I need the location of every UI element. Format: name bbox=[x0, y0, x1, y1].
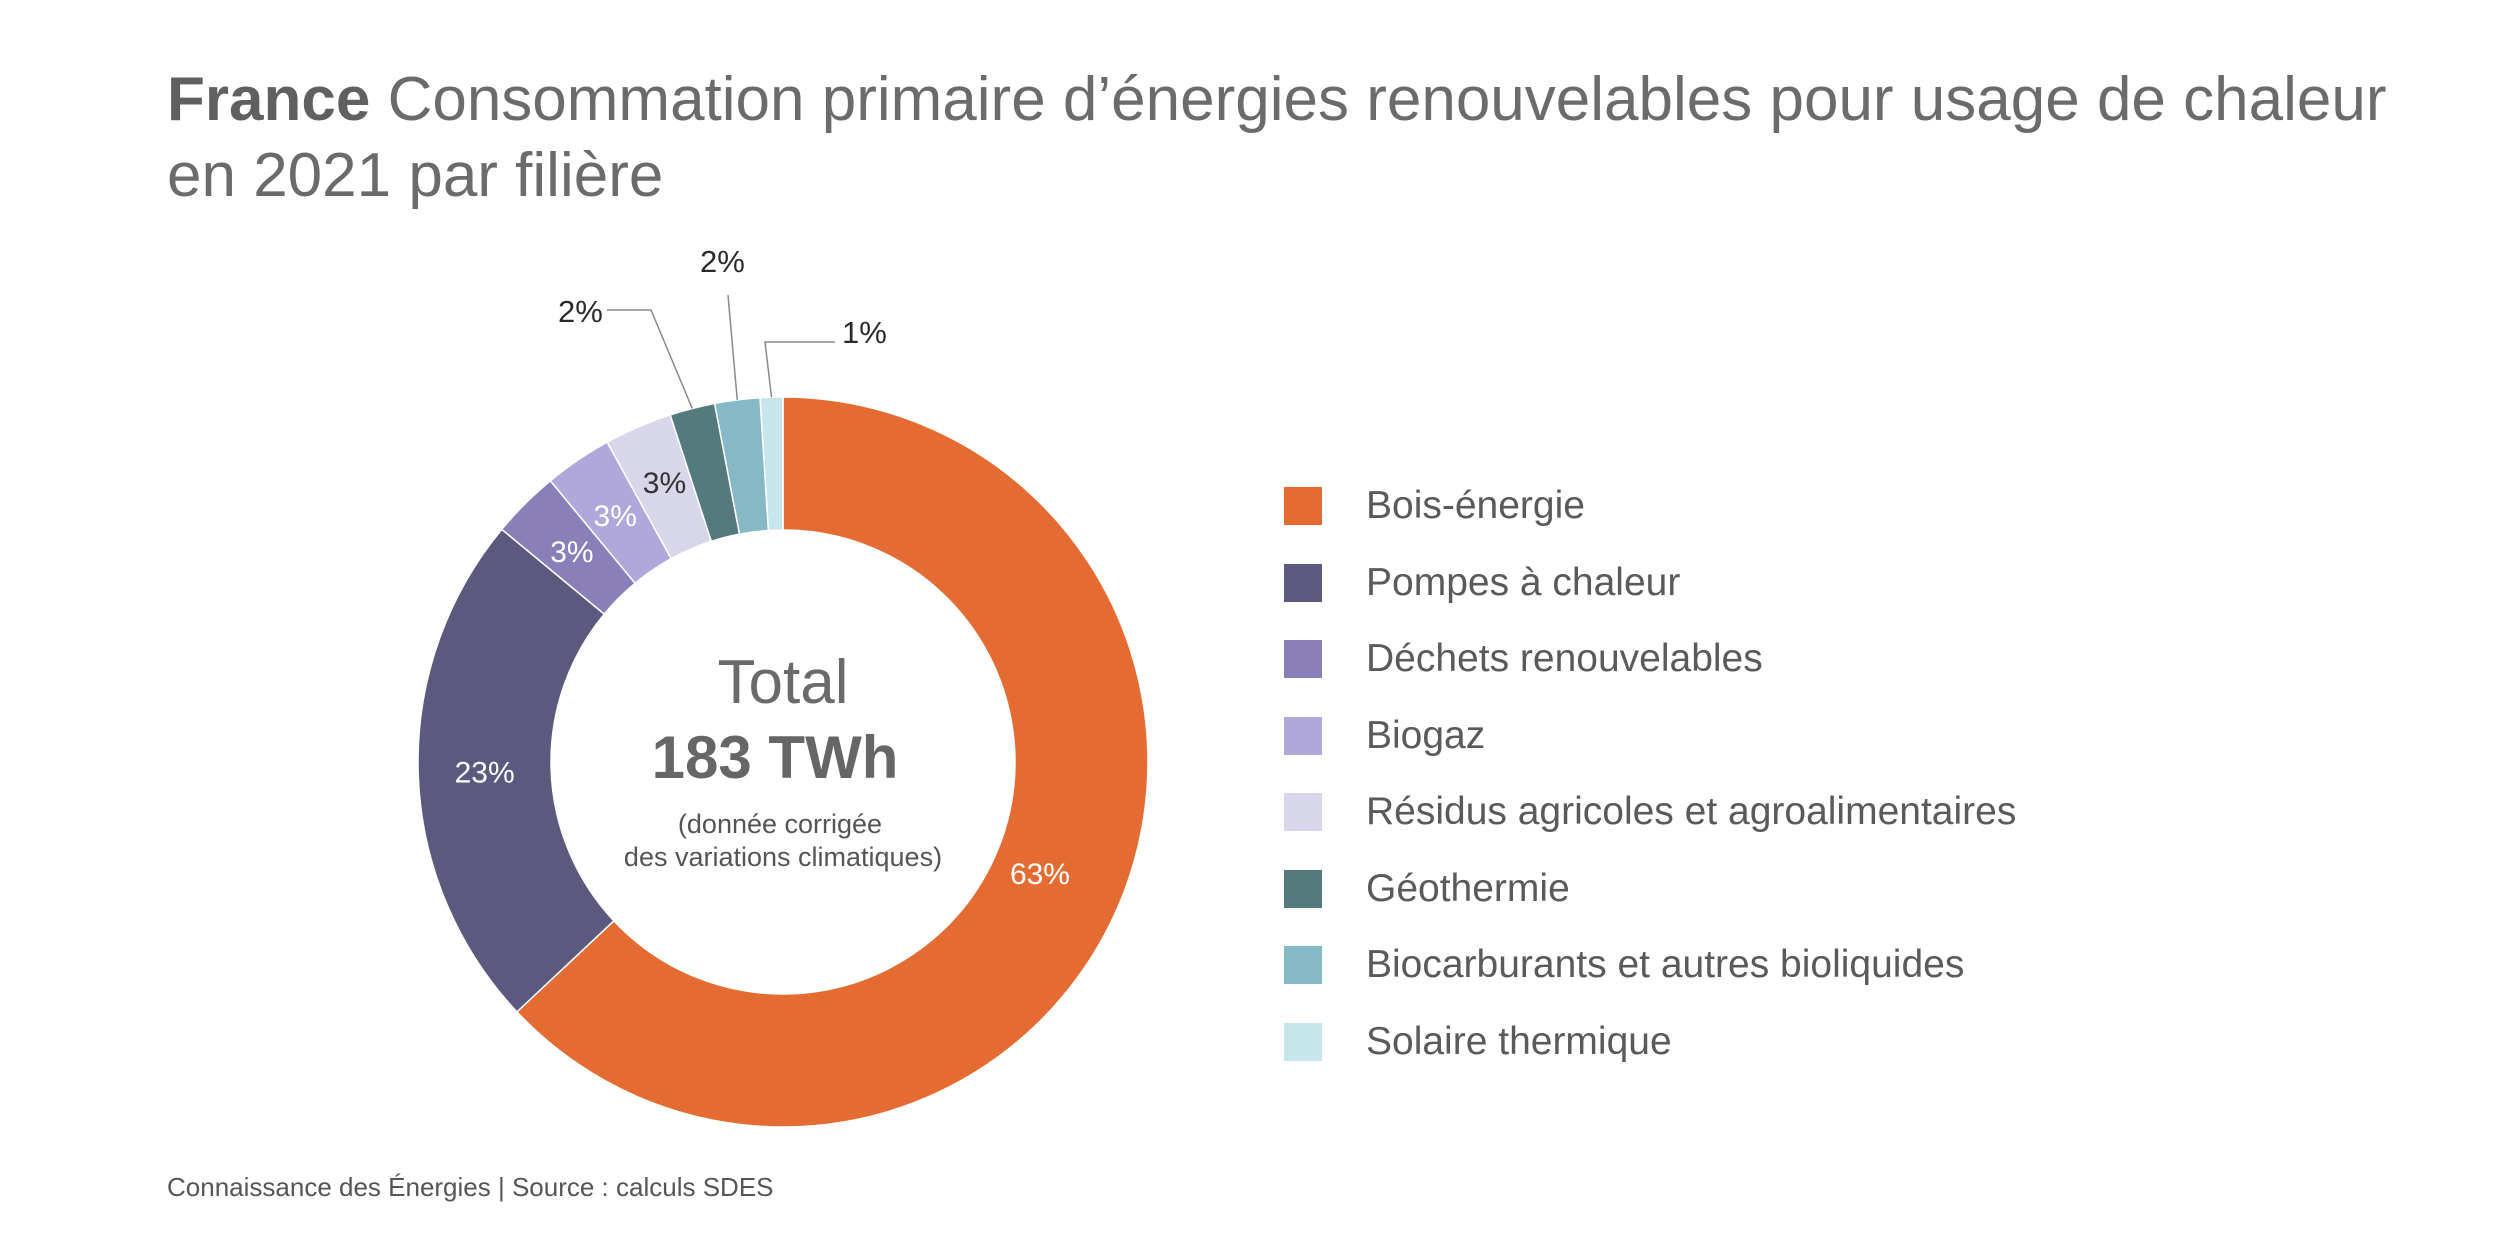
legend-swatch bbox=[1284, 487, 1322, 526]
legend-swatch bbox=[1284, 793, 1322, 832]
slice-label-bois-energie: 63% bbox=[1010, 858, 1070, 891]
slice-label-biocarburants-et-autres-bioliquides: 2% bbox=[700, 244, 745, 279]
legend-label: Géothermie bbox=[1366, 866, 1570, 910]
legend-item-dechets-renouvelables: Déchets renouvelables bbox=[1284, 621, 2016, 698]
legend-item-bois-energie: Bois-énergie bbox=[1284, 468, 2016, 545]
leader-line-geothermie bbox=[607, 309, 693, 409]
legend-label: Bois-énergie bbox=[1366, 484, 1585, 528]
legend-swatch bbox=[1284, 869, 1322, 908]
legend-label: Solaire thermique bbox=[1366, 1019, 1672, 1063]
legend-item-geothermie: Géothermie bbox=[1284, 851, 2016, 928]
slice-label-geothermie: 2% bbox=[558, 294, 603, 329]
center-total-label: Total bbox=[718, 648, 849, 717]
leader-line-biocarburants-et-autres-bioliquides bbox=[727, 294, 739, 400]
center-total-value: 183 TWh bbox=[652, 724, 899, 791]
donut-chart: 63%23%3%3%3%2%2%1% Total 183 TWh (donnée… bbox=[417, 244, 1149, 1128]
slice-pompes-a-chaleur bbox=[417, 528, 615, 1013]
legend-swatch bbox=[1284, 640, 1322, 679]
slice-solaire-thermique bbox=[759, 396, 784, 532]
legend-swatch bbox=[1284, 716, 1322, 755]
leader-line-solaire-thermique bbox=[764, 341, 835, 398]
legend-swatch bbox=[1284, 946, 1322, 985]
legend-item-biogaz: Biogaz bbox=[1284, 698, 2016, 775]
legend-item-pompes-a-chaleur: Pompes à chaleur bbox=[1284, 545, 2016, 622]
legend-item-residus-agricoles-et-agroalimentaires: Résidus agricoles et agroalimentaires bbox=[1284, 774, 2016, 851]
legend-label: Pompes à chaleur bbox=[1366, 560, 1681, 604]
legend-label: Déchets renouvelables bbox=[1366, 637, 1763, 681]
center-note-line1: (donnée corrigée bbox=[678, 809, 882, 839]
legend-swatch bbox=[1284, 1022, 1322, 1061]
slice-label-biogaz: 3% bbox=[594, 500, 637, 533]
legend-item-biocarburants-et-autres-bioliquides: Biocarburants et autres bioliquides bbox=[1284, 927, 2016, 1004]
legend-swatch bbox=[1284, 563, 1322, 602]
slice-label-residus-agricoles-et-agroalimentaires: 3% bbox=[643, 467, 686, 500]
chart-title: France Consommation primaire d’énergies … bbox=[167, 62, 2467, 214]
legend-item-solaire-thermique: Solaire thermique bbox=[1284, 1004, 2016, 1081]
chart-title-country: France bbox=[167, 65, 371, 134]
slice-label-dechets-renouvelables: 3% bbox=[550, 536, 593, 569]
center-note-line2: des variations climatiques) bbox=[624, 842, 942, 872]
slice-label-pompes-a-chaleur: 23% bbox=[455, 756, 515, 789]
legend-label: Biocarburants et autres bioliquides bbox=[1366, 943, 1965, 987]
source-note: Connaissance des Énergies | Source : cal… bbox=[167, 1172, 774, 1202]
chart-title-text: Consommation primaire d’énergies renouve… bbox=[167, 65, 2387, 210]
legend-label: Biogaz bbox=[1366, 713, 1486, 757]
slice-bois-energie bbox=[515, 396, 1149, 1128]
legend: Bois-énergie Pompes à chaleur Déchets reno… bbox=[1284, 468, 2016, 1080]
legend-label: Résidus agricoles et agroalimentaires bbox=[1366, 790, 2017, 834]
slice-label-solaire-thermique: 1% bbox=[842, 315, 887, 350]
